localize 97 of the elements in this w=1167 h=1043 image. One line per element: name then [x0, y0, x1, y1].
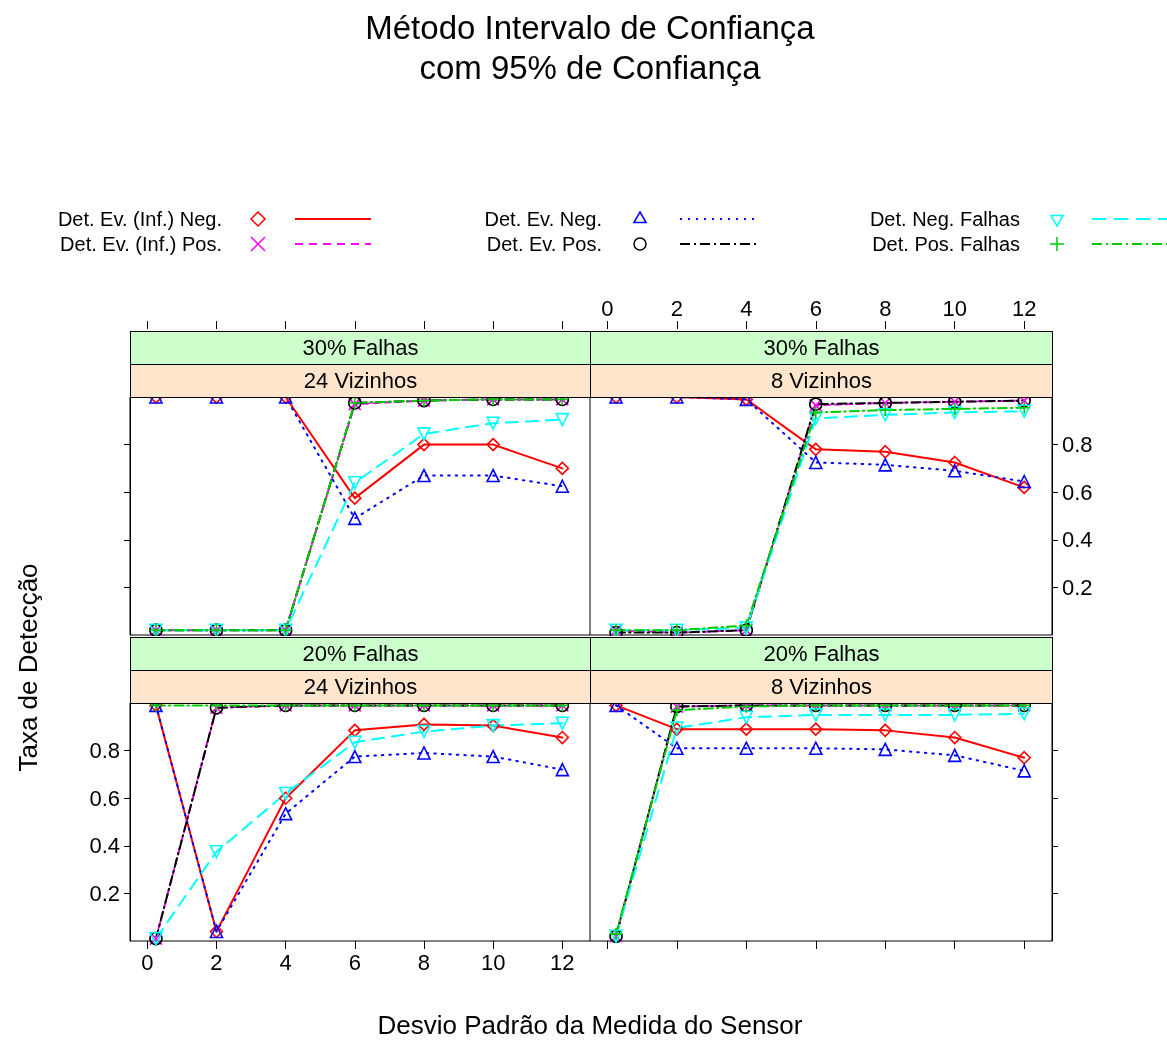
point — [555, 479, 570, 494]
x-tick-label: 6 — [809, 295, 822, 321]
point — [348, 511, 362, 526]
point — [808, 708, 823, 722]
y-tick-label: 0.4 — [1062, 527, 1093, 553]
legend-label: Det. Neg. Falhas — [869, 207, 1020, 231]
point — [417, 717, 431, 732]
point — [1017, 474, 1032, 489]
x-tick-label: 2 — [210, 949, 223, 975]
point — [1017, 400, 1032, 415]
point — [739, 722, 754, 736]
point — [739, 741, 754, 756]
point — [878, 403, 893, 417]
text: Método Intervalo de Confiança com 95% de Confiança — [364, 8, 816, 88]
y-axis-title: Taxa de Detecção — [12, 562, 44, 774]
chart-title: 30% Falhas — [130, 331, 591, 365]
x-tick-label: 10 — [942, 295, 967, 321]
point — [348, 749, 362, 764]
point — [1017, 480, 1032, 495]
point — [486, 437, 500, 452]
point — [947, 708, 962, 722]
point — [417, 427, 431, 441]
point — [808, 455, 823, 470]
point — [417, 437, 431, 452]
point — [348, 735, 362, 750]
point — [1017, 750, 1032, 765]
point — [947, 748, 962, 763]
x-tick-label: 10 — [480, 949, 506, 975]
point — [878, 708, 893, 722]
legend-label: Det. Ev. (Inf.) Neg. — [57, 207, 222, 231]
chart-subtitle: 8 Vizinhos — [590, 364, 1053, 398]
legend-label: Det. Ev. Pos. — [486, 232, 602, 256]
point — [555, 412, 570, 427]
point — [947, 455, 962, 470]
point — [947, 463, 962, 478]
chart-subtitle: 8 Vizinhos — [590, 670, 1053, 704]
y-tick-label: 0.6 — [1062, 479, 1093, 505]
x-tick-label: 0 — [141, 949, 154, 975]
point — [278, 791, 293, 805]
y-tick-label: 0.2 — [1062, 574, 1093, 600]
point — [1017, 706, 1032, 721]
x-tick-label: 12 — [550, 949, 575, 975]
point — [808, 405, 823, 420]
point — [878, 742, 893, 757]
point — [486, 468, 500, 483]
point — [878, 723, 893, 738]
point — [348, 723, 362, 738]
point — [417, 746, 431, 760]
x-tick-label: 8 — [417, 949, 431, 975]
point — [555, 730, 570, 745]
x-tick-label: 0 — [601, 295, 614, 321]
point — [486, 749, 500, 764]
point — [878, 458, 893, 472]
legend-label: Det. Pos. Falhas — [872, 232, 1020, 256]
point — [209, 844, 224, 859]
point — [486, 416, 500, 430]
chart-subtitle: 24 Vizinhos — [130, 364, 591, 398]
x-tick-label: 4 — [740, 295, 753, 321]
point — [348, 475, 362, 490]
chart-title: 30% Falhas — [590, 331, 1053, 365]
point — [1017, 404, 1032, 419]
point — [670, 703, 684, 717]
point — [878, 444, 893, 459]
x-tick-label: 6 — [348, 949, 361, 975]
point — [947, 730, 962, 745]
legend-label: Det. Ev. Neg. — [484, 207, 602, 231]
point — [555, 716, 570, 731]
y-tick-label: 0.8 — [1062, 432, 1093, 458]
point — [278, 786, 293, 801]
point — [348, 491, 362, 505]
point — [417, 468, 431, 483]
x-tick-label: 4 — [279, 949, 292, 975]
x-tick-label: 12 — [1011, 295, 1037, 321]
point — [739, 710, 754, 725]
chart-title: 20% Falhas — [130, 637, 591, 671]
chart-title: 20% Falhas — [590, 637, 1053, 671]
x-axis-title: Desvio Padrão da Medida do Sensor — [376, 1010, 804, 1041]
point — [278, 806, 293, 821]
point — [808, 442, 823, 457]
x-tick-label: 8 — [879, 295, 892, 321]
point — [555, 461, 570, 476]
chart-subtitle: 24 Vizinhos — [130, 670, 591, 704]
point — [808, 722, 823, 736]
x-tick-label: 2 — [670, 295, 683, 321]
legend-label: Det. Ev. (Inf.) Pos. — [60, 232, 222, 256]
point — [670, 741, 684, 756]
y-tick-label: 0.6 — [89, 785, 120, 811]
point — [555, 762, 570, 777]
point — [947, 402, 962, 416]
point — [1017, 764, 1032, 778]
point — [808, 741, 823, 756]
y-tick-label: 0.4 — [89, 833, 120, 859]
y-tick-label: 0.2 — [89, 880, 120, 906]
point — [878, 408, 893, 422]
point — [947, 405, 962, 420]
y-tick-label: 0.8 — [89, 738, 120, 764]
point — [417, 724, 431, 739]
